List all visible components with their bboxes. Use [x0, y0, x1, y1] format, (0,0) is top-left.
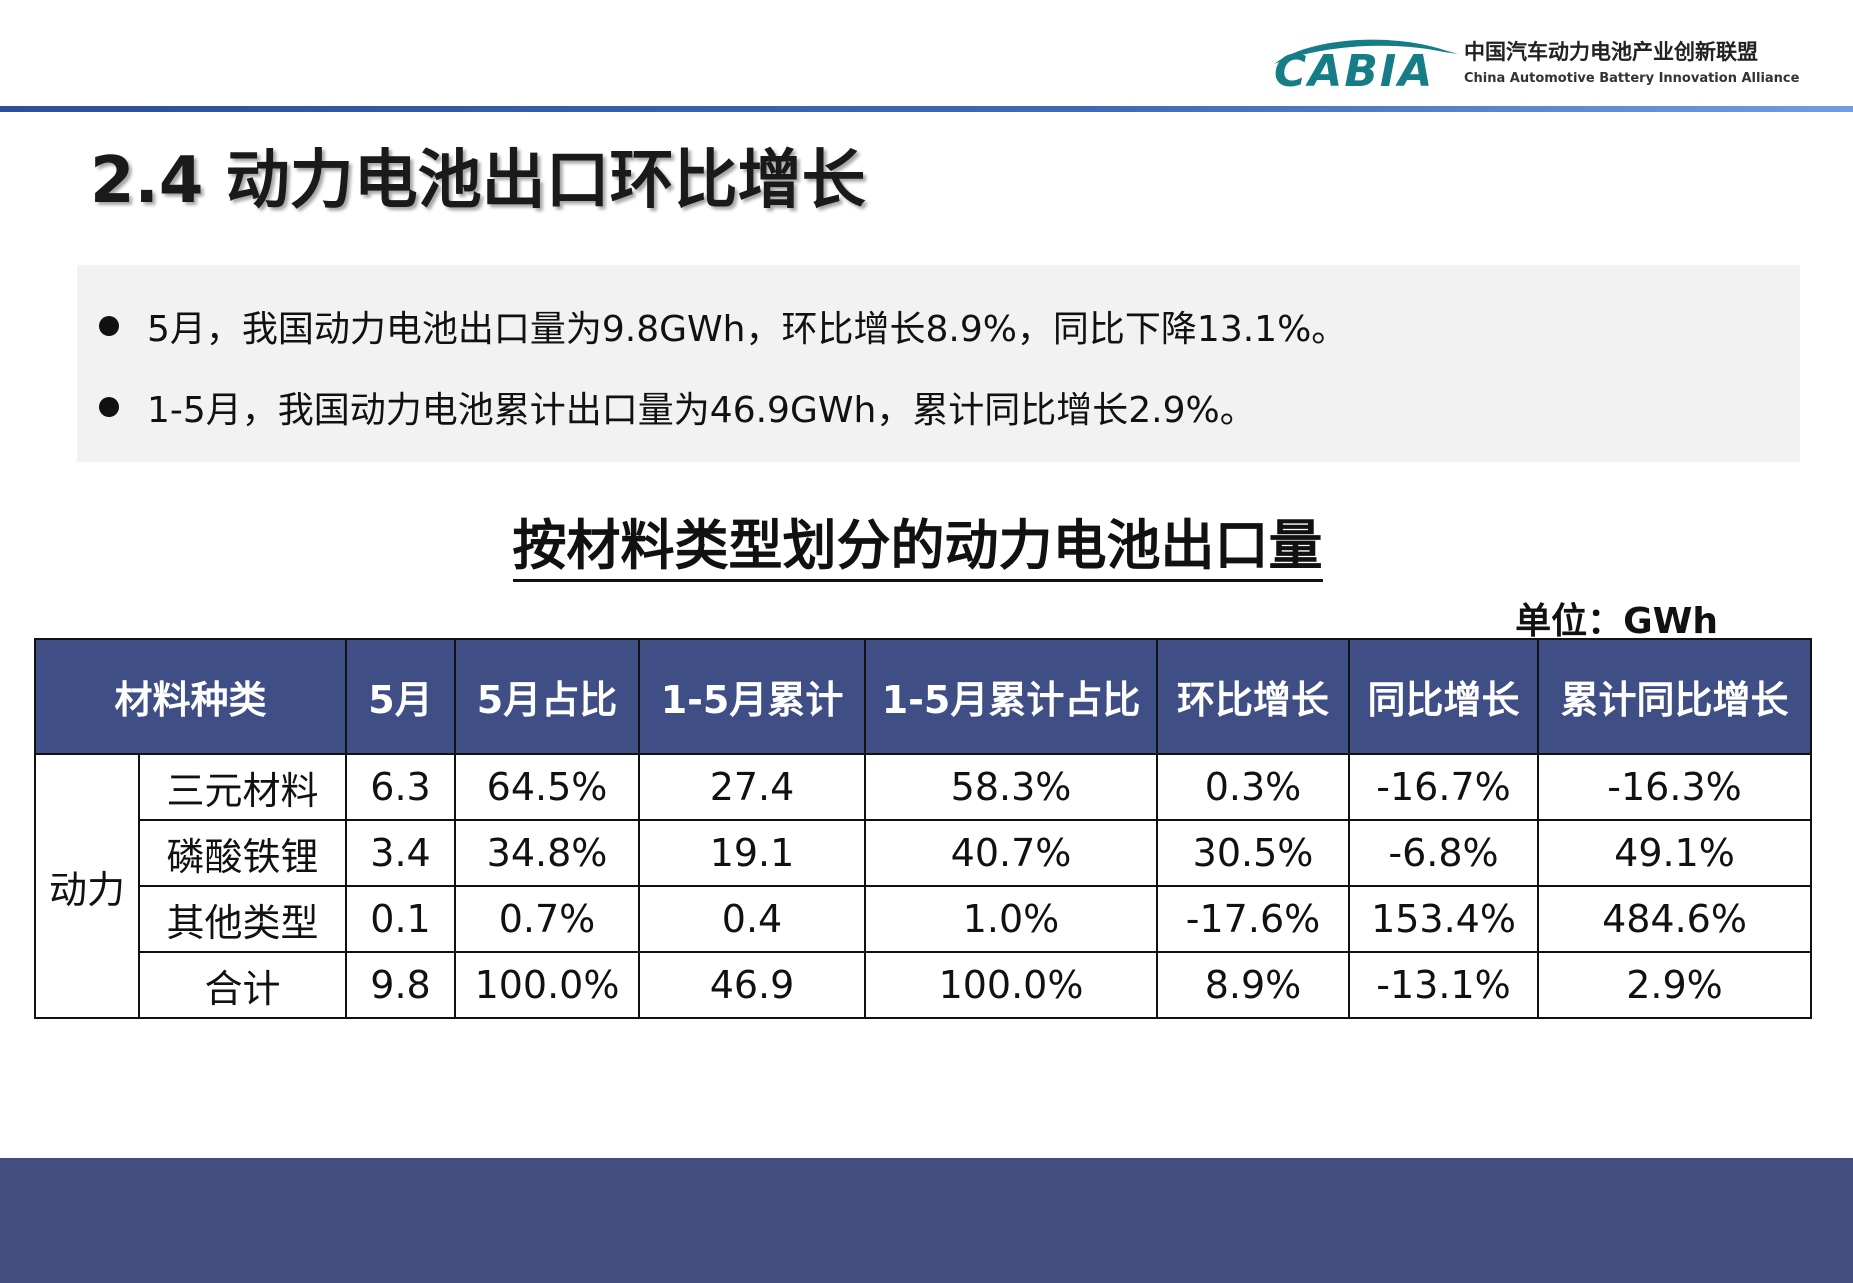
- table-title: 按材料类型划分的动力电池出口量: [0, 514, 1853, 582]
- export-table: 材料种类 5月 5月占比 1-5月累计 1-5月累计占比 环比增长 同比增长 累…: [33, 638, 1813, 1019]
- header-cell: 环比增长: [1156, 638, 1351, 755]
- table-row: 动力 三元材料 6.3 64.5% 27.4 58.3% 0.3% -16.7%…: [34, 753, 1813, 1019]
- table-cell: 49.1%: [1537, 819, 1813, 887]
- header-cell: 5月: [345, 638, 457, 755]
- table-cell: 其他类型: [137, 885, 348, 953]
- table-cell: -13.1%: [1348, 951, 1540, 1019]
- table-cell: 合计: [137, 951, 348, 1019]
- org-name-en: China Automotive Battery Innovation Alli…: [1464, 71, 1800, 86]
- table-cell: 100.0%: [454, 951, 641, 1019]
- table-cell: -6.8%: [1348, 819, 1540, 887]
- header-cell: 1-5月累计: [638, 638, 867, 755]
- table-cell: 46.9: [638, 951, 867, 1019]
- table-cell: 153.4%: [1348, 885, 1540, 953]
- org-name-cn: 中国汽车动力电池产业创新联盟: [1464, 40, 1758, 64]
- table-cell: 484.6%: [1537, 885, 1813, 953]
- car-roof-swoosh-icon: [1274, 39, 1458, 64]
- table-cell: 0.7%: [454, 885, 641, 953]
- table-cell: 8.9%: [1156, 951, 1351, 1019]
- header-divider: [0, 106, 1853, 112]
- table-cell: 3.4: [345, 819, 457, 887]
- bullet-icon: [99, 316, 119, 336]
- table-cell: 40.7%: [864, 819, 1159, 887]
- cabia-logo: CABIA 中国汽车动力电池产业创新联盟 China Automotive Ba…: [1268, 28, 1799, 97]
- table-cell: 9.8: [345, 951, 457, 1019]
- logo-wordmark: CABIA: [1274, 46, 1435, 97]
- table-cell: 0.3%: [1156, 753, 1351, 821]
- table-cell: 6.3: [345, 753, 457, 821]
- table-cell: 34.8%: [454, 819, 641, 887]
- table-cell: 0.1: [345, 885, 457, 953]
- table-cell: 0.4: [638, 885, 867, 953]
- header-cell: 5月占比: [454, 638, 641, 755]
- table-cell: 19.1: [638, 819, 867, 887]
- header-cell: 1-5月累计占比: [864, 638, 1159, 755]
- table-cell: 100.0%: [864, 951, 1159, 1019]
- table-cell: 三元材料: [137, 753, 348, 821]
- header-cell: 累计同比增长: [1537, 638, 1813, 755]
- table-cell: -17.6%: [1156, 885, 1351, 953]
- table-title-text: 按材料类型划分的动力电池出口量: [512, 514, 1323, 582]
- table-cell: -16.3%: [1537, 753, 1813, 821]
- summary-box: 5月，我国动力电池出口量为9.8GWh，环比增长8.9%，同比下降13.1%。 …: [77, 265, 1800, 462]
- unit-label: 单位：GWh: [1515, 601, 1718, 642]
- summary-item: 1-5月，我国动力电池累计出口量为46.9GWh，累计同比增长2.9%。: [99, 387, 1256, 431]
- summary-item: 5月，我国动力电池出口量为9.8GWh，环比增长8.9%，同比下降13.1%。: [99, 306, 1347, 350]
- header-cell: 材料种类: [33, 638, 348, 755]
- header-cell: 同比增长: [1348, 638, 1540, 755]
- footer-band: [0, 1158, 1853, 1283]
- page-title: 2.4 动力电池出口环比增长: [90, 144, 866, 218]
- table-cell: 磷酸铁锂: [137, 819, 348, 887]
- table-cell: 1.0%: [864, 885, 1159, 953]
- bullet-icon: [99, 397, 119, 417]
- table-cell: -16.7%: [1348, 753, 1540, 821]
- table-cell: 27.4: [638, 753, 867, 821]
- summary-text: 5月，我国动力电池出口量为9.8GWh，环比增长8.9%，同比下降13.1%。: [147, 309, 1348, 350]
- table-header-row: 材料种类 5月 5月占比 1-5月累计 1-5月累计占比 环比增长 同比增长 累…: [33, 638, 1813, 755]
- table-cell: 30.5%: [1156, 819, 1351, 887]
- table-row: 其他类型 0.1 0.7% 0.4 1.0% -17.6% 153.4% 484…: [35, 885, 1813, 953]
- table-row: 磷酸铁锂 3.4 34.8% 19.1 40.7% 30.5% -6.8% 49…: [35, 819, 1813, 887]
- summary-text: 1-5月，我国动力电池累计出口量为46.9GWh，累计同比增长2.9%。: [147, 390, 1256, 431]
- table-cell: 58.3%: [864, 753, 1159, 821]
- table-cell: 64.5%: [454, 753, 641, 821]
- table-row-total: 合计 9.8 100.0% 46.9 100.0% 8.9% -13.1% 2.…: [35, 951, 1813, 1019]
- group-label-cell: 动力: [34, 753, 140, 1019]
- table-cell: 2.9%: [1537, 951, 1813, 1019]
